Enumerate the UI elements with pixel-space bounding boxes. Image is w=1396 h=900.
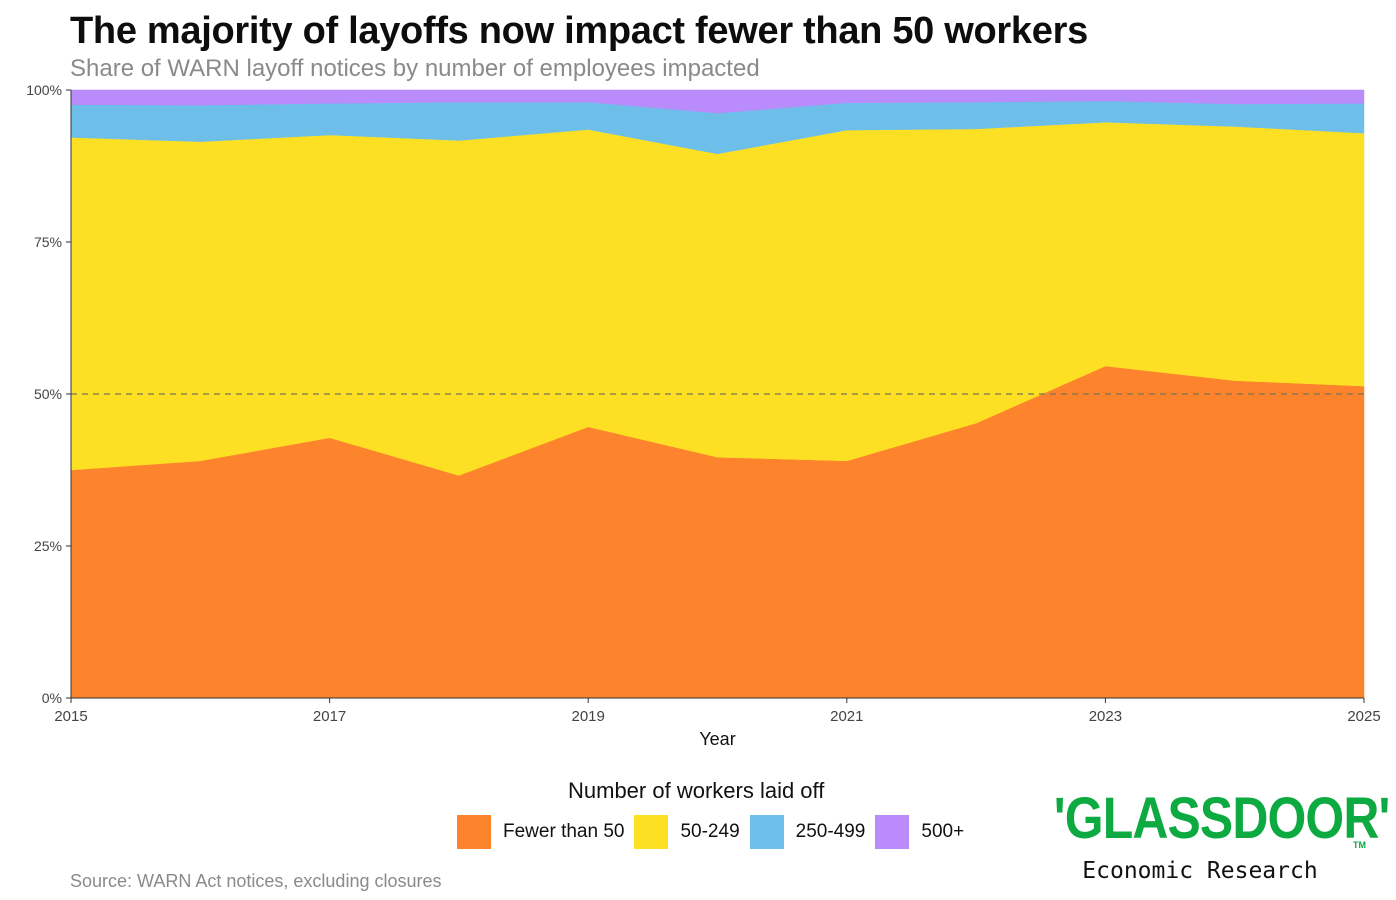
x-tick-label: 2019 [572, 708, 605, 725]
legend-item-250-499: 250-499 [749, 815, 866, 849]
x-tick-label: 2015 [54, 708, 87, 725]
x-tick-label: 2023 [1089, 708, 1122, 725]
brand-trademark: TM [1353, 840, 1366, 850]
legend-label: 500+ [921, 821, 965, 842]
y-tick-label: 0% [42, 690, 62, 706]
legend-swatch [634, 815, 669, 849]
legend-label: Fewer than 50 [503, 821, 625, 842]
source-note: Source: WARN Act notices, excluding clos… [70, 871, 442, 891]
glassdoor-logo: 'GLASSDOOR' TM Economic Research [1030, 786, 1391, 885]
y-tick-label: 100% [26, 82, 62, 98]
area-series-500 [70, 89, 1365, 114]
legend-swatch [875, 815, 910, 849]
x-tick-label: 2025 [1347, 708, 1380, 725]
legend-swatch [749, 815, 784, 849]
legend-item-50-249: 50-249 [634, 815, 740, 849]
x-tick-label: 2017 [313, 708, 346, 725]
y-tick-label: 50% [34, 386, 62, 402]
legend-label: 50-249 [680, 821, 740, 842]
x-axis-title: Year [699, 729, 735, 749]
brand-subtitle: Economic Research [1082, 858, 1318, 884]
chart-title: The majority of layoffs now impact fewer… [70, 10, 1088, 52]
legend-item-500-plus: 500+ [875, 815, 964, 849]
chart-subtitle: Share of WARN layoff notices by number o… [70, 55, 760, 82]
y-tick-label: 75% [34, 234, 62, 250]
legend-label: 250-499 [795, 821, 866, 842]
y-tick-label: 25% [34, 538, 62, 554]
legend-item-fewer-than-50: Fewer than 50 [457, 815, 624, 849]
legend-swatch [457, 815, 491, 849]
x-tick-label: 2021 [830, 708, 863, 725]
legend: Fewer than 50 50-249 250-499 500+ [457, 815, 974, 849]
brand-name: 'GLASSDOOR' [1053, 786, 1391, 851]
legend-title: Number of workers laid off [568, 778, 825, 803]
